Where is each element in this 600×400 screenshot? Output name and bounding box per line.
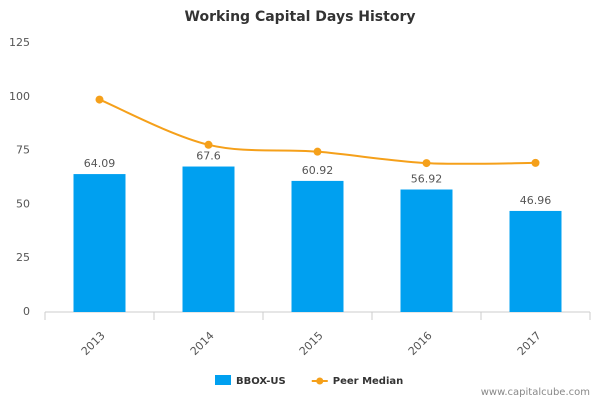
value-label: 67.6: [196, 150, 221, 163]
value-label: 46.96: [520, 194, 552, 207]
legend-swatch: [215, 375, 231, 385]
line-marker: [95, 95, 104, 104]
y-tick-label: 0: [23, 305, 30, 318]
line-marker: [204, 140, 213, 149]
y-tick-label: 125: [9, 36, 30, 49]
y-tick-label: 75: [16, 144, 30, 157]
x-tick-label: 2017: [515, 329, 544, 358]
y-tick-label: 25: [16, 251, 30, 264]
x-tick-label: 2015: [297, 329, 326, 358]
x-tick-label: 2014: [188, 329, 217, 358]
legend-label: Peer Median: [333, 376, 404, 387]
y-tick-label: 100: [9, 90, 30, 103]
line-marker: [313, 147, 322, 156]
value-label: 60.92: [302, 164, 334, 177]
bar: [291, 180, 344, 312]
bar: [182, 166, 235, 312]
bar: [509, 210, 562, 312]
bar: [400, 189, 453, 312]
line-marker: [422, 159, 431, 168]
value-label: 64.09: [84, 157, 116, 170]
bar: [73, 174, 126, 312]
line-marker: [531, 158, 540, 167]
chart-title: Working Capital Days History: [185, 9, 416, 25]
legend-swatch: [316, 377, 324, 385]
x-tick-label: 2016: [406, 329, 435, 358]
x-tick-label: 2013: [79, 329, 108, 358]
y-tick-label: 50: [16, 197, 30, 210]
value-label: 56.92: [411, 173, 443, 186]
legend-label: BBOX-US: [236, 376, 286, 387]
watermark: www.capitalcube.com: [481, 387, 590, 398]
